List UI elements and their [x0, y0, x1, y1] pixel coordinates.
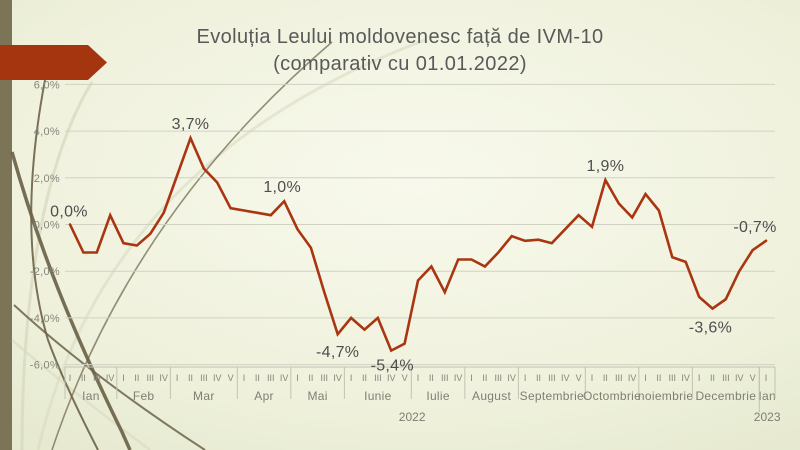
chart-title-line1: Evoluția Leului moldovenesc față de IVM-… — [196, 26, 604, 48]
week-tick-label: IV — [159, 373, 168, 383]
month-label: Iunie — [364, 389, 392, 403]
week-tick-label: IV — [106, 373, 115, 383]
week-tick-label: I — [765, 373, 768, 383]
week-tick-label: I — [644, 373, 647, 383]
week-tick-label: V — [750, 373, 756, 383]
week-tick-label: III — [374, 373, 382, 383]
week-tick-label: III — [548, 373, 556, 383]
week-tick-label: V — [228, 373, 234, 383]
week-tick-label: III — [200, 373, 208, 383]
week-tick-label: III — [495, 373, 503, 383]
week-tick-label: II — [188, 373, 193, 383]
y-tick-label: 0,0% — [34, 220, 60, 232]
chart-title-line2: (comparativ cu 01.01.2022) — [273, 53, 527, 75]
data-label: -4,7% — [316, 344, 359, 361]
swoosh-light-inner — [20, 81, 94, 450]
week-tick-label: II — [308, 373, 313, 383]
data-label: 1,9% — [587, 158, 625, 175]
week-tick-label: V — [576, 373, 582, 383]
y-tick-label: -2,0% — [30, 266, 60, 278]
month-label: Septembrie — [520, 389, 584, 403]
data-label: -3,6% — [689, 320, 732, 337]
week-tick-label: II — [710, 373, 715, 383]
week-tick-label: II — [536, 373, 541, 383]
week-tick-label: III — [93, 373, 101, 383]
chart-title: Evoluția Leului moldovenesc față de IVM-… — [0, 24, 800, 78]
month-label: Feb — [133, 389, 155, 403]
week-tick-label: IV — [628, 373, 637, 383]
week-tick-label: II — [362, 373, 367, 383]
swoosh-dark-long — [51, 41, 333, 450]
week-tick-label: IV — [213, 373, 222, 383]
week-tick-label: I — [350, 373, 353, 383]
week-tick-label: I — [524, 373, 527, 383]
week-tick-label: I — [417, 373, 420, 383]
month-label: Apr — [254, 389, 274, 403]
week-tick-label: II — [429, 373, 434, 383]
y-tick-label: 2,0% — [34, 173, 60, 185]
week-tick-label: III — [147, 373, 155, 383]
week-tick-label: IV — [454, 373, 463, 383]
week-tick-label: I — [296, 373, 299, 383]
week-tick-label: IV — [387, 373, 396, 383]
week-tick-label: III — [267, 373, 275, 383]
month-label: Mai — [307, 389, 327, 403]
data-label: 1,0% — [263, 179, 301, 196]
week-tick-label: I — [243, 373, 246, 383]
swoosh-dark-low — [13, 304, 206, 450]
week-tick-label: II — [134, 373, 139, 383]
week-tick-label: I — [698, 373, 701, 383]
week-tick-label: II — [603, 373, 608, 383]
y-tick-label: 6,0% — [34, 79, 60, 91]
data-label: -5,4% — [371, 358, 414, 375]
month-label: Iulie — [426, 389, 450, 403]
week-tick-label: I — [470, 373, 473, 383]
swoosh-light-bottom — [11, 339, 151, 450]
week-tick-label: IV — [333, 373, 342, 383]
y-tick-label: -6,0% — [30, 360, 60, 372]
month-label: Octombrie — [583, 389, 641, 403]
data-label: 0,0% — [50, 204, 88, 221]
y-tick-label: 4,0% — [34, 126, 60, 138]
week-tick-label: I — [176, 373, 179, 383]
week-tick-label: IV — [507, 373, 516, 383]
year-label: 2022 — [399, 410, 426, 424]
month-label: Mar — [193, 389, 215, 403]
series-line — [68, 134, 768, 353]
week-tick-label: IV — [561, 373, 570, 383]
month-label: Decembrie — [695, 389, 756, 403]
swoosh-dark-thick — [10, 151, 132, 450]
y-tick-label: -4,0% — [30, 313, 60, 325]
year-label: 2023 — [754, 410, 781, 424]
week-tick-label: I — [591, 373, 594, 383]
week-tick-label: IV — [681, 373, 690, 383]
week-tick-label: I — [69, 373, 72, 383]
data-label: 3,7% — [172, 116, 210, 133]
week-tick-label: II — [482, 373, 487, 383]
month-label: August — [472, 389, 512, 403]
red-arrow-shape — [0, 45, 107, 80]
swoosh-dark-c — [30, 79, 99, 450]
week-tick-label: IV — [280, 373, 289, 383]
week-tick-label: III — [441, 373, 449, 383]
week-tick-label: II — [255, 373, 260, 383]
left-accent-bar — [0, 0, 12, 450]
data-label: -0,7% — [733, 219, 776, 236]
month-label: Ian — [82, 389, 100, 403]
month-label: Ian — [758, 389, 776, 403]
week-tick-label: IV — [735, 373, 744, 383]
week-tick-label: III — [321, 373, 329, 383]
week-tick-label: III — [722, 373, 730, 383]
month-label: noiembrie — [638, 389, 693, 403]
week-tick-label: V — [402, 373, 408, 383]
week-tick-label: III — [669, 373, 677, 383]
week-tick-label: II — [656, 373, 661, 383]
week-tick-label: I — [122, 373, 125, 383]
week-tick-label: III — [615, 373, 623, 383]
week-tick-label: II — [81, 373, 86, 383]
